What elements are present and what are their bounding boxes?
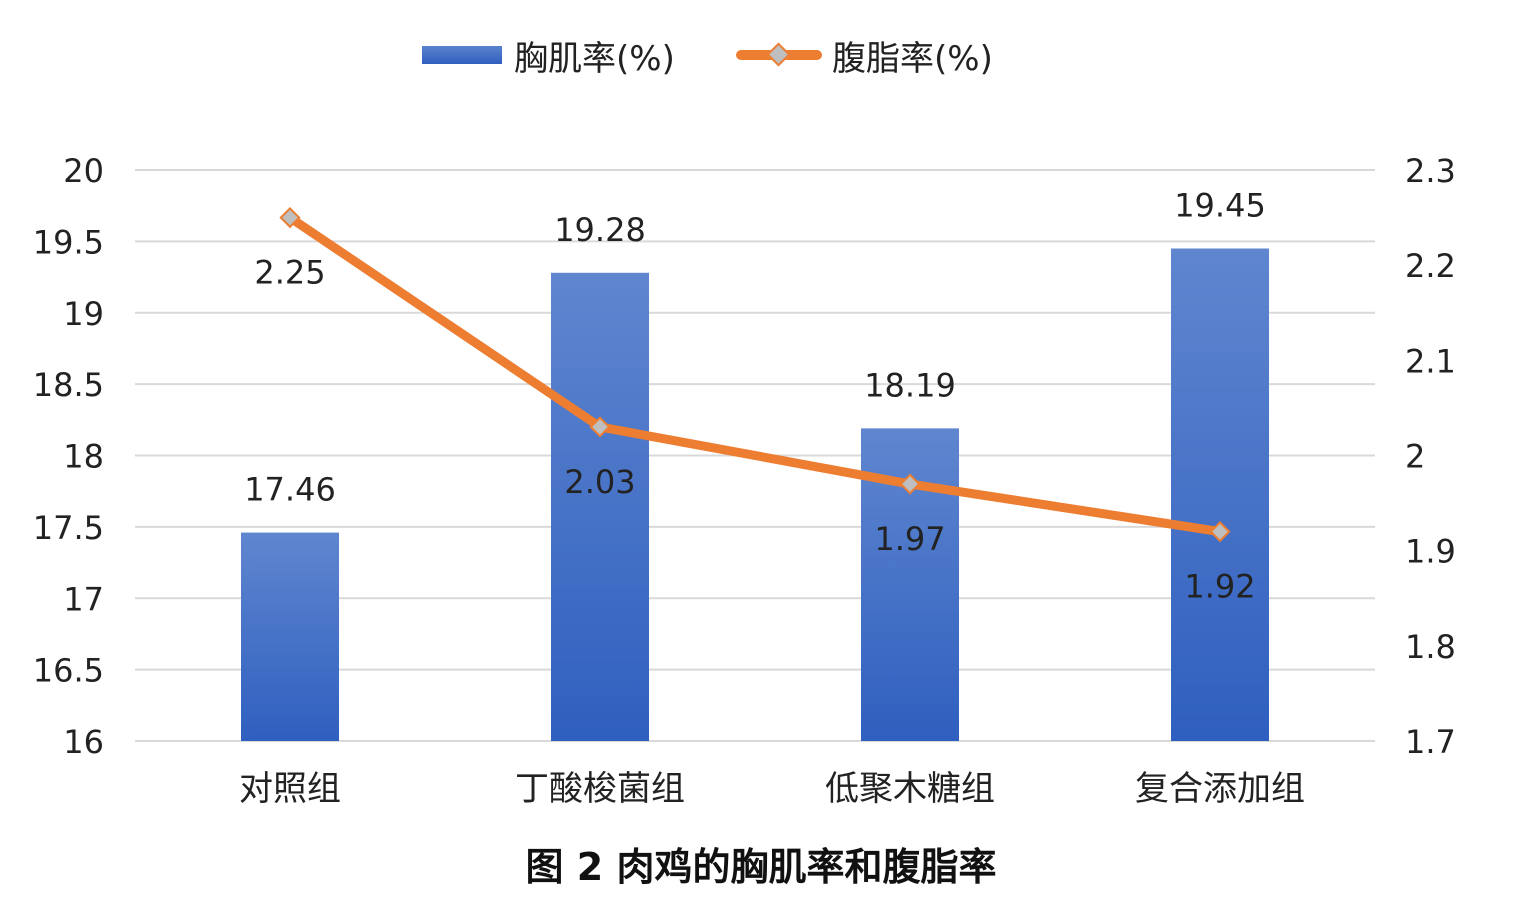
line-point — [279, 206, 301, 229]
x-tick-label: 对照组 — [239, 769, 341, 809]
y-left-tick-label: 16.5 — [33, 652, 104, 690]
bar-data-label: 17.46 — [244, 471, 336, 509]
y-right-tick-label: 2.2 — [1405, 247, 1456, 285]
chart-labels: 1616.51717.51818.51919.5201.71.81.922.12… — [33, 152, 1456, 809]
line-series-path — [285, 213, 1225, 537]
line-data-label: 1.97 — [874, 520, 945, 558]
y-left-tick-label: 18 — [63, 438, 104, 476]
legend-bar-swatch — [422, 46, 502, 64]
y-right-tick-label: 1.9 — [1405, 533, 1456, 571]
y-right-tick-label: 2.1 — [1405, 342, 1456, 380]
y-left-tick-label: 19 — [63, 295, 104, 333]
bar — [551, 272, 649, 741]
x-tick-label: 低聚木糖组 — [825, 769, 995, 809]
line-data-label: 2.25 — [254, 254, 325, 292]
line-point — [1209, 521, 1231, 543]
legend-item-bar[interactable]: 胸肌率(%) — [422, 30, 675, 80]
y-left-tick-label: 18.5 — [33, 366, 104, 404]
y-right-tick-label: 2 — [1405, 438, 1425, 476]
line-data-label: 1.92 — [1184, 568, 1255, 606]
legend-line-swatch — [736, 30, 822, 80]
y-left-tick-label: 17.5 — [33, 509, 104, 547]
y-left-tick-label: 17 — [63, 580, 104, 618]
y-right-tick-label: 2.3 — [1405, 152, 1456, 190]
x-tick-label: 复合添加组 — [1135, 769, 1305, 809]
y-left-tick-label: 19.5 — [33, 223, 104, 261]
legend: 胸肌率(%) 腹脂率(%) — [0, 30, 1522, 80]
y-left-tick-label: 16 — [63, 723, 104, 761]
y-right-tick-label: 1.8 — [1405, 628, 1456, 666]
legend-label-bar: 胸肌率(%) — [514, 38, 675, 79]
bar-data-label: 19.28 — [554, 211, 646, 249]
legend-item-line[interactable]: 腹脂率(%) — [736, 30, 993, 80]
legend-label-line: 腹脂率(%) — [832, 38, 993, 79]
bar — [1171, 248, 1269, 741]
x-tick-label: 丁酸梭菌组 — [515, 769, 685, 809]
bar — [241, 532, 339, 741]
bar-data-label: 19.45 — [1174, 187, 1266, 225]
y-right-tick-label: 1.7 — [1405, 723, 1456, 761]
line-point — [589, 416, 611, 438]
y-left-tick-label: 20 — [63, 152, 104, 190]
line-point — [899, 473, 921, 495]
bar-series — [241, 248, 1269, 741]
figure-caption: 图 2 肉鸡的胸肌率和腹脂率 — [525, 845, 997, 889]
bar-data-label: 18.19 — [864, 366, 956, 404]
line-series — [279, 206, 1231, 543]
line-data-label: 2.03 — [564, 463, 635, 501]
